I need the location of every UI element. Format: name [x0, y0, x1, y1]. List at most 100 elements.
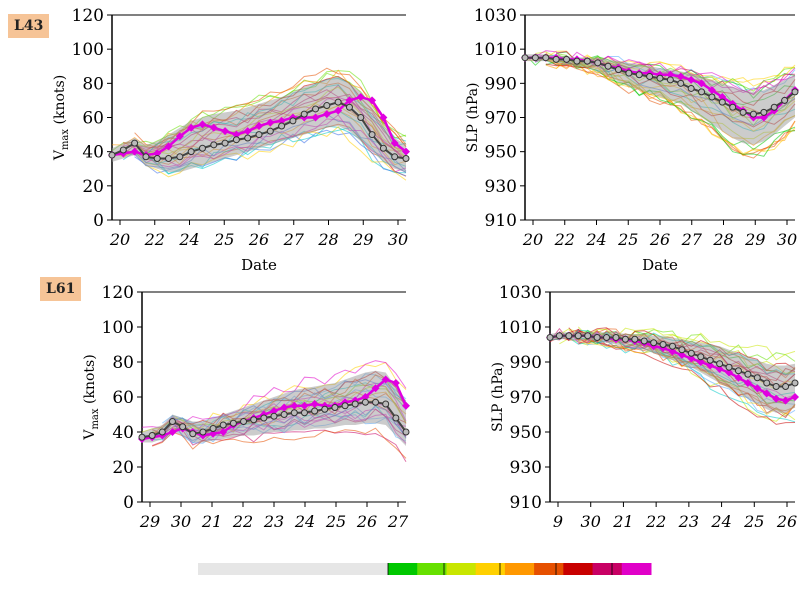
mean-point [311, 407, 319, 415]
x-tick-label: 24 [178, 230, 199, 249]
y-tick-label: 990 [485, 74, 517, 94]
x-tick-label: 27 [681, 230, 703, 249]
mean-point [323, 102, 331, 110]
mean-point [142, 153, 150, 161]
mean-point [583, 57, 591, 65]
control-point [322, 110, 331, 119]
y-axis-label: SLP (hPa) [490, 362, 506, 432]
y-tick-label: 120 [102, 283, 134, 303]
y-tick-label: 930 [510, 458, 542, 478]
x-tick-label: 20 [109, 230, 130, 249]
mean-point [640, 337, 648, 345]
mean-point [739, 108, 747, 116]
colorbar-segment [563, 563, 594, 575]
mean-point [331, 404, 339, 411]
x-tick-label: 20 [522, 230, 543, 249]
mean-point [210, 141, 218, 149]
control-point [277, 116, 286, 125]
y-tick-label: 990 [510, 353, 542, 373]
control-point [781, 396, 790, 405]
control-point [270, 407, 278, 415]
mean-point [280, 411, 288, 418]
mean-point [677, 79, 685, 87]
mean-point [625, 69, 633, 77]
mean-point [300, 110, 308, 118]
mean-point [229, 419, 237, 427]
ensemble-member-line [123, 125, 407, 181]
mean-point [232, 136, 240, 144]
x-axis-label: Date [642, 256, 678, 274]
control-point [402, 401, 410, 410]
chart-l43-vmax: 0 20 40 60 80 100 120 Vmax (knots) 20 22 24 25 26 27 2… [52, 6, 410, 274]
colorbar-segment [592, 563, 623, 575]
control-point [266, 118, 275, 127]
mean-point [669, 342, 676, 350]
control-point [164, 142, 173, 151]
chart-l61-vmax: 0 20 40 60 80 100 120 Vmax (knots) 29 30 21 22 23 24 2… [82, 283, 410, 531]
control-point [243, 127, 252, 136]
mean-point [791, 379, 799, 387]
control-point [725, 368, 734, 377]
control-point [381, 375, 390, 384]
mean-point [706, 356, 714, 364]
mean-point [266, 127, 274, 135]
y-tick-label: 1010 [499, 318, 542, 338]
mean-point [563, 55, 571, 63]
y-tick-label: 60 [82, 109, 104, 129]
mean-point [148, 432, 156, 439]
mean-point [289, 117, 297, 125]
mean-point [635, 71, 643, 79]
y-tick-label: 970 [485, 109, 517, 129]
control-point [734, 373, 743, 382]
y-tick-label: 910 [485, 211, 517, 231]
control-point [753, 384, 762, 393]
mean-point [334, 98, 342, 106]
mean-point [158, 428, 166, 436]
x-tick-label: 21 [201, 512, 222, 531]
control-point [762, 389, 771, 398]
y-tick-label: 930 [485, 177, 517, 197]
x-tick-label: 24 [710, 512, 731, 531]
control-point [371, 384, 380, 393]
mean-point [531, 54, 539, 62]
mean-point [744, 370, 752, 378]
mean-point [108, 151, 116, 159]
mean-point [300, 409, 308, 417]
mean-point [666, 76, 674, 84]
ensemble-member-line [172, 361, 407, 430]
mean-point [753, 374, 761, 382]
mean-point [168, 418, 176, 425]
ensemble-member-line [545, 55, 796, 87]
mean-point [153, 155, 161, 162]
control-point [168, 428, 177, 436]
mean-point [382, 400, 390, 408]
mean-point [402, 155, 410, 162]
mean-point [697, 353, 705, 361]
ensemble-member-line [578, 339, 796, 425]
mean-point [521, 54, 529, 62]
x-tick-label: 22 [554, 230, 575, 249]
control-point [175, 132, 184, 141]
control-point [696, 358, 705, 366]
mean-point [584, 332, 592, 340]
mean-point [131, 139, 139, 147]
control-point [187, 123, 196, 132]
x-tick-label: 27 [387, 512, 409, 531]
control-point [130, 147, 139, 156]
control-point [791, 393, 799, 401]
mean-point [772, 383, 780, 390]
colorbar-segment [446, 563, 477, 575]
control-point [280, 403, 289, 412]
panel-label-l43: L43 [8, 14, 50, 38]
mean-point [555, 332, 563, 340]
colorbar-segment [475, 563, 506, 575]
y-axis-label: Vmax (knots) [52, 75, 71, 161]
control-point [402, 147, 410, 156]
x-tick-label: 25 [617, 230, 638, 249]
mean-point [357, 114, 365, 121]
mean-point [760, 108, 768, 116]
x-tick-label: 25 [325, 512, 346, 531]
y-tick-label: 60 [112, 388, 134, 408]
ensemble-member-line [152, 428, 407, 462]
mean-point [372, 398, 380, 406]
